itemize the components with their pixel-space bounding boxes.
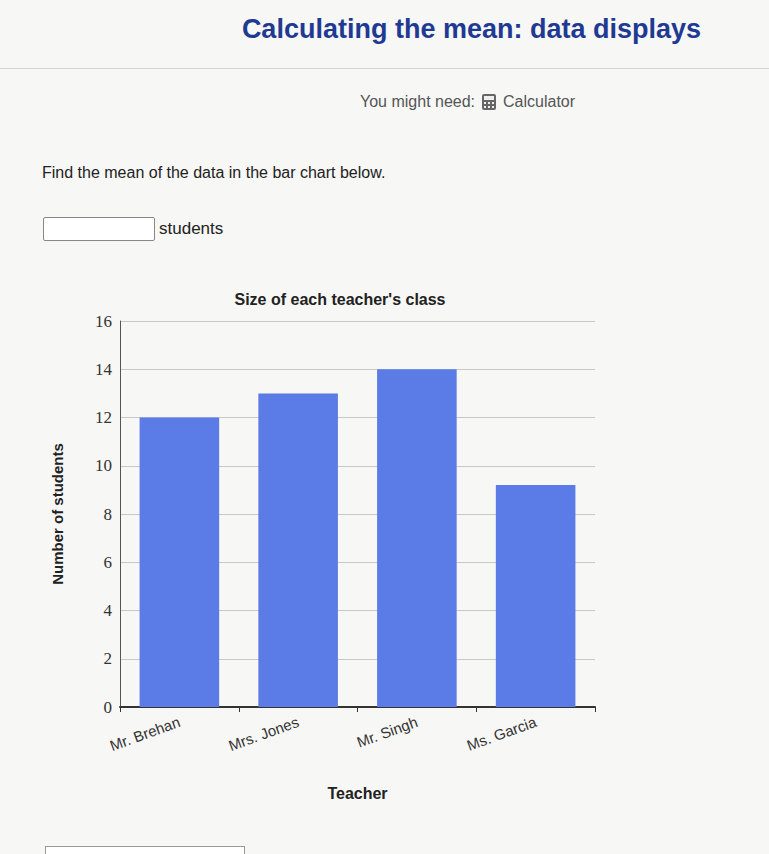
svg-text:2: 2 [104, 649, 113, 668]
svg-text:8: 8 [104, 505, 113, 524]
svg-text:12: 12 [95, 408, 112, 427]
html-text:You might need:: You might need: [360, 93, 476, 110]
svg-text:6: 6 [104, 553, 113, 572]
svg-text:4: 4 [104, 601, 113, 620]
svg-text:10: 10 [95, 456, 112, 475]
svg-text:14: 14 [95, 360, 113, 379]
svg-text:Number of students: Number of students [49, 443, 66, 585]
svg-text:16: 16 [95, 312, 112, 331]
svg-text:Ms. Garcia: Ms. Garcia [465, 713, 540, 754]
html-text:Find the mean of the data in t: Find the mean of the data in the bar cha… [42, 164, 386, 181]
svg-text:Mrs. Jones: Mrs. Jones [226, 713, 301, 754]
svg-text:Mr. Singh: Mr. Singh [354, 713, 419, 751]
svg-text:Mr. Brehan: Mr. Brehan [108, 713, 183, 754]
html-text:Calculator: Calculator [503, 93, 576, 110]
svg-text:0: 0 [104, 698, 113, 717]
svg-text:Teacher: Teacher [327, 785, 387, 802]
html-text:students: students [159, 219, 224, 238]
html-text:Calculating the mean: data dis: Calculating the mean: data displays [241, 14, 701, 44]
svg-text:Size of each teacher's class: Size of each teacher's class [234, 291, 445, 308]
